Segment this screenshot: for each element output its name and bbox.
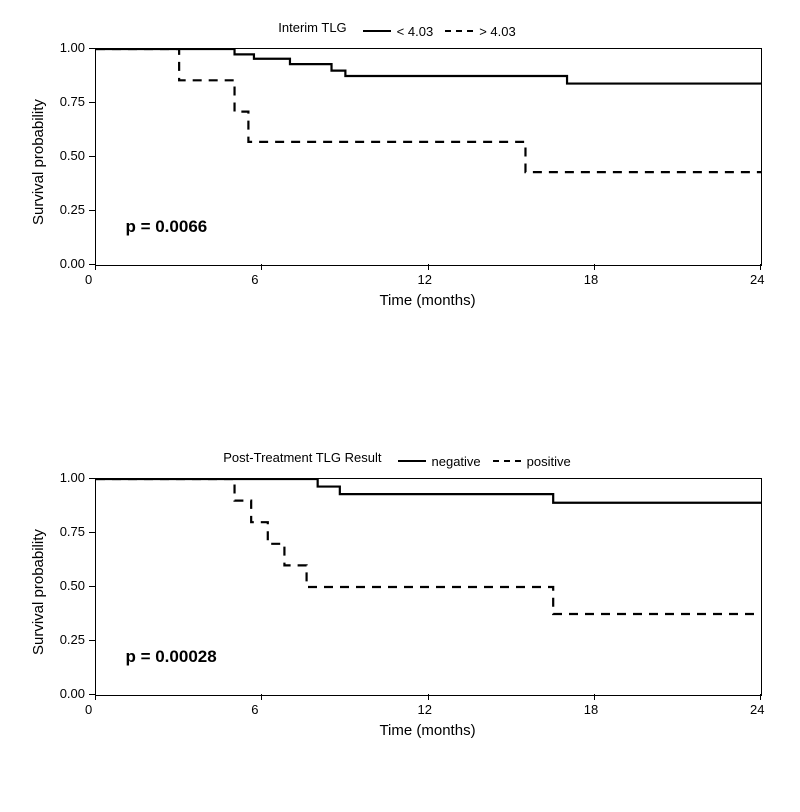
y-tick-label: 0.50 <box>60 578 85 593</box>
chart-legend: Interim TLG < 4.03 > 4.03 <box>0 20 800 39</box>
y-tick-label: 0.75 <box>60 524 85 539</box>
legend-title: Post-Treatment TLG Result <box>223 450 381 465</box>
y-axis-label: Survival probability <box>30 99 47 225</box>
x-tick <box>428 694 429 700</box>
x-axis-label: Time (months) <box>95 292 760 309</box>
x-tick-label: 18 <box>584 702 598 717</box>
x-tick <box>760 694 761 700</box>
x-tick <box>95 264 96 270</box>
legend-item-label: < 4.03 <box>397 24 434 39</box>
survival-curve <box>96 49 761 84</box>
x-tick <box>95 694 96 700</box>
x-axis-label: Time (months) <box>95 722 760 739</box>
x-tick-label: 6 <box>251 702 258 717</box>
x-tick-label: 0 <box>85 702 92 717</box>
legend-item: positive <box>493 454 571 469</box>
y-tick-label: 0.75 <box>60 94 85 109</box>
y-tick-label: 0.50 <box>60 148 85 163</box>
survival-curve <box>96 479 761 503</box>
y-tick <box>89 478 95 479</box>
y-tick-label: 1.00 <box>60 470 85 485</box>
legend-item-label: positive <box>527 454 571 469</box>
figure-root: Interim TLG < 4.03 > 4.03 0.00 0.25 0.50 0.75 1… <box>0 0 800 812</box>
y-tick <box>89 210 95 211</box>
y-tick-label: 0.25 <box>60 632 85 647</box>
legend-item: < 4.03 <box>363 24 434 39</box>
y-axis-label: Survival probability <box>30 529 47 655</box>
x-tick <box>594 264 595 270</box>
legend-item: negative <box>398 454 481 469</box>
y-tick <box>89 102 95 103</box>
x-tick-label: 18 <box>584 272 598 287</box>
x-tick <box>261 694 262 700</box>
x-tick-label: 6 <box>251 272 258 287</box>
legend-line-swatch <box>398 460 426 462</box>
legend-line-swatch <box>363 30 391 32</box>
legend-item: > 4.03 <box>445 24 516 39</box>
survival-curve <box>96 479 761 614</box>
legend-title: Interim TLG <box>278 20 346 35</box>
x-tick <box>428 264 429 270</box>
y-tick <box>89 532 95 533</box>
x-tick <box>760 264 761 270</box>
legend-item-label: > 4.03 <box>479 24 516 39</box>
legend-item-label: negative <box>432 454 481 469</box>
y-tick <box>89 640 95 641</box>
y-tick-label: 0.00 <box>60 686 85 701</box>
p-value-annotation: p = 0.0066 <box>125 217 207 237</box>
x-tick <box>594 694 595 700</box>
y-tick <box>89 586 95 587</box>
x-tick-label: 24 <box>750 702 764 717</box>
x-tick-label: 24 <box>750 272 764 287</box>
x-tick <box>261 264 262 270</box>
y-tick <box>89 48 95 49</box>
y-tick-label: 0.25 <box>60 202 85 217</box>
x-tick-label: 0 <box>85 272 92 287</box>
chart-legend: Post-Treatment TLG Result negative positiv… <box>0 450 800 469</box>
y-tick-label: 1.00 <box>60 40 85 55</box>
y-tick-label: 0.00 <box>60 256 85 271</box>
legend-line-swatch <box>493 460 521 462</box>
x-tick-label: 12 <box>418 272 432 287</box>
x-tick-label: 12 <box>418 702 432 717</box>
p-value-annotation: p = 0.00028 <box>125 647 216 667</box>
survival-curve <box>96 49 761 172</box>
legend-line-swatch <box>445 30 473 32</box>
y-tick <box>89 156 95 157</box>
